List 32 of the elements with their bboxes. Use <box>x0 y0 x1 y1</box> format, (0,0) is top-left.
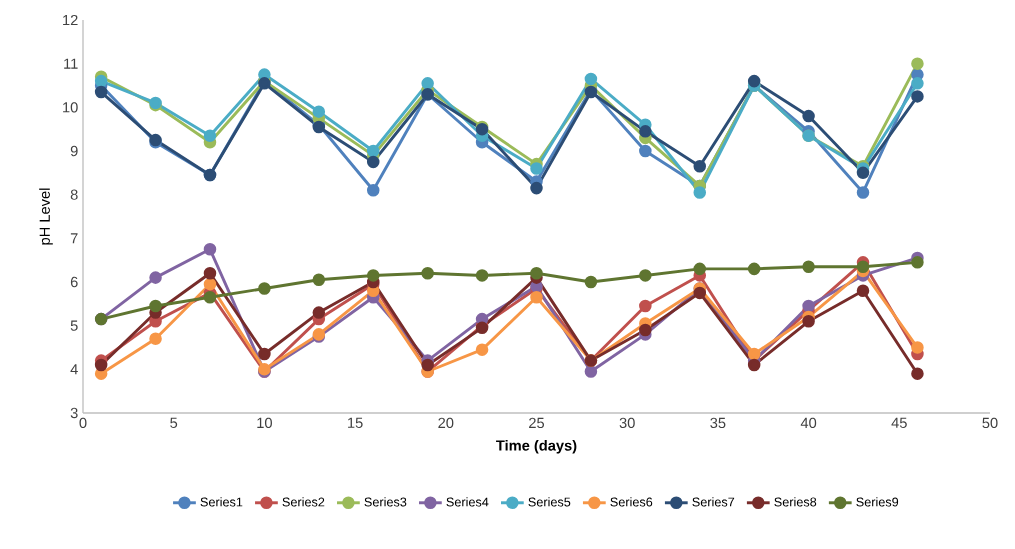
y-tick-label: 7 <box>70 233 78 244</box>
x-tick-label: 20 <box>438 417 454 429</box>
x-tick-label: 5 <box>170 417 178 428</box>
legend-label: Series3 <box>364 497 407 507</box>
legend-label: Series7 <box>692 497 735 507</box>
y-tick-label: 8 <box>70 189 78 200</box>
legend-label: Series4 <box>446 497 489 507</box>
x-tick-label: 45 <box>891 417 907 428</box>
x-tick-label: 25 <box>529 417 545 429</box>
y-axis-title: pH Level <box>39 188 53 245</box>
legend-label: Series9 <box>856 497 899 507</box>
y-tick-label: 9 <box>70 145 78 157</box>
legend-label: Series6 <box>610 497 653 507</box>
x-tick-label: 0 <box>79 417 87 429</box>
legend-label: Series2 <box>282 497 325 507</box>
y-tick-label: 12 <box>63 14 78 26</box>
x-tick-label: 10 <box>257 417 272 429</box>
y-tick-label: 4 <box>70 364 78 375</box>
x-tick-label: 40 <box>800 417 817 429</box>
y-tick-label: 10 <box>63 102 78 113</box>
y-tick-label: 11 <box>64 58 78 69</box>
legend-label: Series8 <box>774 497 817 507</box>
x-tick-label: 30 <box>619 417 635 429</box>
y-tick-label: 3 <box>70 407 78 419</box>
x-tick-label: 35 <box>710 417 726 429</box>
legend-label: Series5 <box>528 497 571 507</box>
y-tick-label: 6 <box>70 276 78 288</box>
x-axis-title: Time (days) <box>496 439 577 454</box>
x-tick-label: 15 <box>348 417 363 428</box>
x-tick-label: 50 <box>982 417 998 429</box>
y-tick-label: 5 <box>70 320 78 331</box>
legend-label: Series1 <box>200 497 243 507</box>
